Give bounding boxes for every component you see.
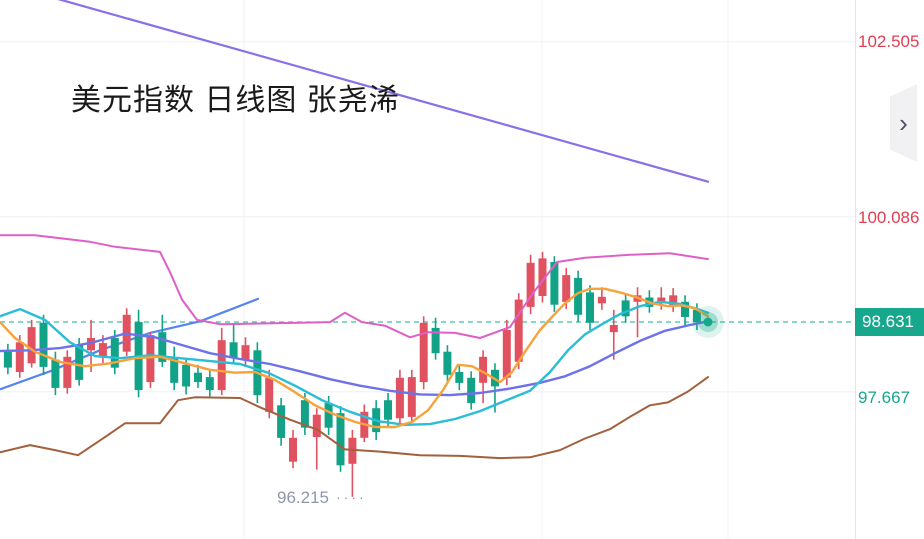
candle-body [324, 403, 333, 428]
candle-body [455, 372, 464, 383]
candle-body [514, 299, 523, 362]
candle-body [87, 338, 95, 351]
candle-body [312, 414, 321, 438]
candle-body [300, 400, 309, 428]
price-axis-divider [855, 0, 856, 539]
candle-body [479, 356, 488, 383]
candle-body [621, 300, 630, 317]
low-price-value: 96.215 [277, 488, 329, 507]
chevron-right-icon: › [899, 108, 908, 138]
low-price-label: 96.215 ···· [277, 487, 367, 508]
candle-body [526, 262, 535, 307]
candle-body [51, 359, 60, 388]
price-marker-dot [703, 317, 713, 327]
candle-body [550, 262, 559, 305]
candle-body [158, 332, 167, 362]
current-price-tag: 98.631 [855, 308, 924, 336]
candle-body [384, 400, 392, 420]
descending-trendline [57, 0, 710, 183]
ma-fast-line [0, 287, 710, 429]
bollinger-upper-band [0, 234, 709, 339]
candle-body [431, 327, 440, 354]
candle-body [277, 405, 286, 438]
candle-body [265, 377, 274, 412]
candle-body [467, 377, 476, 404]
low-price-dots: ···· [336, 489, 367, 505]
candle-body [681, 301, 689, 317]
chart-title: 美元指数 日线图 张尧浠 [71, 84, 400, 117]
price-axis-label-low: 97.667 [858, 388, 910, 407]
candle-body [63, 356, 72, 388]
candle-body [110, 338, 119, 368]
candle-body [15, 342, 24, 372]
candle-body [586, 292, 594, 323]
current-price-value: 98.631 [862, 312, 914, 331]
candle-body [229, 342, 238, 359]
candle-body [597, 296, 606, 304]
candle-body [75, 345, 84, 380]
candle-body [182, 364, 191, 387]
bollinger-lower-band [0, 376, 709, 460]
candle-body [562, 275, 571, 302]
candle-body [98, 343, 107, 357]
candle-body [407, 377, 416, 417]
candle-body [217, 340, 226, 391]
candle-body [3, 351, 12, 368]
candle-body [170, 358, 179, 383]
candle-body [443, 351, 452, 375]
candle-body [27, 327, 36, 364]
candle-body [669, 295, 678, 306]
candle-body [241, 345, 250, 360]
candle-body [657, 297, 666, 304]
candle-body [609, 325, 618, 333]
candle-body [146, 335, 155, 383]
candle-body [538, 258, 547, 296]
candle-body [395, 377, 404, 419]
candle-body [419, 322, 428, 383]
candle-body [336, 413, 345, 466]
price-axis-label-mid: 100.086 [858, 208, 920, 227]
candle-body [574, 277, 583, 315]
candle-body [194, 372, 202, 383]
panel-expand-button[interactable]: › [890, 84, 917, 162]
ma-slow-line [0, 320, 710, 397]
price-axis-label-high: 102.505 [858, 32, 920, 51]
candle-body [205, 377, 214, 391]
candle-body [39, 322, 48, 367]
candle-body [502, 330, 511, 378]
candle-body [692, 309, 701, 322]
candle-body [289, 437, 297, 462]
